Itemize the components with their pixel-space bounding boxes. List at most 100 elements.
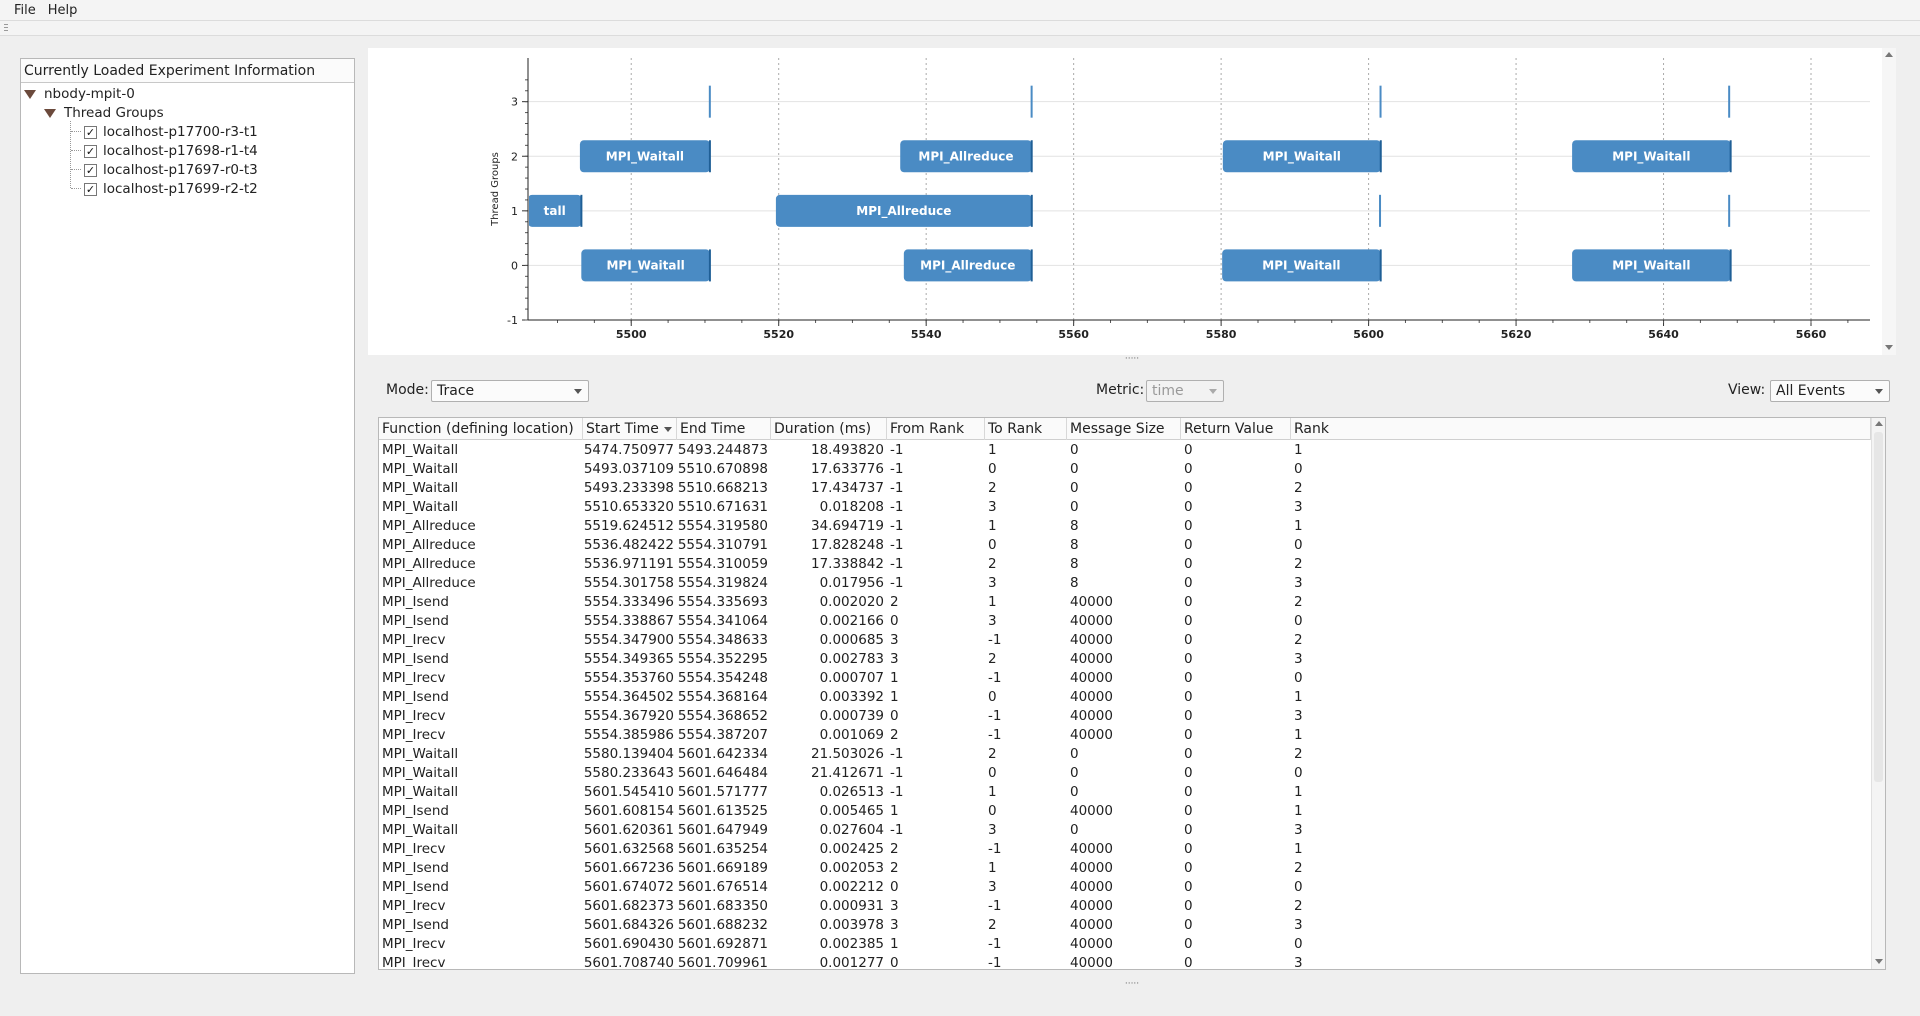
splitter-handle[interactable]: ····· xyxy=(1124,979,1140,989)
table-cell: 0 xyxy=(1184,632,1193,648)
event-bar[interactable] xyxy=(581,249,710,282)
table-row[interactable]: MPI_Isend 5601.667236 5601.669189 0.002053 2… xyxy=(379,859,1871,878)
table-row[interactable]: MPI_Isend 5554.333496 5554.335693 0.002020 2… xyxy=(379,593,1871,612)
table-cell: 3 xyxy=(1294,575,1303,591)
column-header[interactable]: End Time xyxy=(677,418,771,440)
tree-item-thread[interactable]: ✓ localhost-p17697-r0-t3 xyxy=(84,161,258,180)
menu-file[interactable]: File xyxy=(14,2,36,18)
timeline-chart-panel: -1 0 1 2 3 5500 5520 5540 5560 5580 5600 5620 5640 56… xyxy=(368,48,1896,355)
metric-select[interactable]: time xyxy=(1146,380,1224,402)
column-header[interactable]: From Rank xyxy=(887,418,985,440)
table-cell: 5601.683350 xyxy=(677,898,768,914)
table-row[interactable]: MPI_Isend 5554.338867 5554.341064 0.002166 0… xyxy=(379,612,1871,631)
scroll-thumb[interactable] xyxy=(1874,432,1883,782)
column-header[interactable]: Start Time xyxy=(583,418,677,440)
column-header-label: End Time xyxy=(680,421,746,437)
table-cell: 5601.642334 xyxy=(677,746,768,762)
table-row[interactable]: MPI_Waitall 5601.620361 5601.647949 0.02760… xyxy=(379,821,1871,840)
table-cell: MPI_Waitall xyxy=(382,480,459,496)
table-row[interactable]: MPI_Allreduce 5554.301758 5554.319824 0.017… xyxy=(379,574,1871,593)
table-row[interactable]: MPI_Allreduce 5536.482422 5554.310791 17.82… xyxy=(379,536,1871,555)
column-header[interactable]: Function (defining location) xyxy=(379,418,583,440)
tree-item-thread[interactable]: ✓ localhost-p17699-r2-t2 xyxy=(84,180,258,199)
table-row[interactable]: MPI_Irecv 5601.690430 5601.692871 0.002385 1… xyxy=(379,935,1871,954)
tree-item-thread[interactable]: ✓ localhost-p17700-r3-t1 xyxy=(84,123,258,142)
thread-checkbox[interactable]: ✓ xyxy=(84,126,97,139)
column-header[interactable]: Rank xyxy=(1291,418,1871,440)
table-row[interactable]: MPI_Irecv 5554.347900 5554.348633 0.000685 3… xyxy=(379,631,1871,650)
view-select[interactable]: All Events xyxy=(1770,380,1890,402)
expand-arrow-icon[interactable] xyxy=(44,109,56,118)
table-cell: 0.000931 xyxy=(819,898,884,914)
event-bar[interactable] xyxy=(1572,140,1731,173)
table-row[interactable]: MPI_Isend 5601.684326 5601.688232 0.003978 3… xyxy=(379,916,1871,935)
table-row[interactable]: MPI_Irecv 5601.708740 5601.709961 0.001277 0… xyxy=(379,954,1871,969)
table-cell: 34.694719 xyxy=(810,518,884,534)
thread-checkbox[interactable]: ✓ xyxy=(84,145,97,158)
tree-item-experiment[interactable]: nbody-mpit-0 xyxy=(24,85,135,104)
table-row[interactable]: MPI_Waitall 5493.233398 5510.668213 17.4347… xyxy=(379,479,1871,498)
table-cell: 0 xyxy=(1184,917,1193,933)
scroll-down-icon[interactable] xyxy=(1875,959,1883,964)
table-row[interactable]: MPI_Waitall 5493.037109 5510.670898 17.6337… xyxy=(379,460,1871,479)
mode-select[interactable]: Trace xyxy=(431,380,589,402)
tree-item-thread[interactable]: ✓ localhost-p17698-r1-t4 xyxy=(84,142,258,161)
thread-checkbox[interactable]: ✓ xyxy=(84,164,97,177)
table-cell: MPI_Irecv xyxy=(382,708,446,724)
timeline-chart[interactable]: -1 0 1 2 3 5500 5520 5540 5560 5580 5600 5620 5640 56… xyxy=(368,48,1882,355)
table-row[interactable]: MPI_Irecv 5554.367920 5554.368652 0.000739 0… xyxy=(379,707,1871,726)
sort-descending-icon[interactable] xyxy=(664,427,672,432)
tree-item-thread-groups[interactable]: Thread Groups xyxy=(44,104,164,123)
table-cell: 5601.667236 xyxy=(583,860,674,876)
table-cell: 0.002212 xyxy=(819,879,884,895)
event-bar[interactable] xyxy=(1222,140,1381,173)
table-row[interactable]: MPI_Isend 5601.674072 5601.676514 0.002212 0… xyxy=(379,878,1871,897)
scroll-down-icon[interactable] xyxy=(1885,345,1893,350)
tree-item-label: Thread Groups xyxy=(64,105,164,121)
table-cell: 5554.364502 xyxy=(583,689,674,705)
y-tick-label: 0 xyxy=(511,259,518,272)
tree-item-label: nbody-mpit-0 xyxy=(44,86,135,102)
table-cell: -1 xyxy=(988,898,1002,914)
column-header[interactable]: Duration (ms) xyxy=(771,418,887,440)
table-row[interactable]: MPI_Waitall 5474.750977 5493.244873 18.4938… xyxy=(379,441,1871,460)
table-row[interactable]: MPI_Isend 5554.364502 5554.368164 0.003392 1… xyxy=(379,688,1871,707)
event-bar[interactable] xyxy=(903,249,1032,282)
table-row[interactable]: MPI_Waitall 5601.545410 5601.571777 0.02651… xyxy=(379,783,1871,802)
chart-scrollbar[interactable] xyxy=(1882,48,1896,355)
table-row[interactable]: MPI_Irecv 5601.632568 5601.635254 0.002425 2… xyxy=(379,840,1871,859)
table-row[interactable]: MPI_Isend 5601.608154 5601.613525 0.005465 1… xyxy=(379,802,1871,821)
event-bar[interactable] xyxy=(579,140,710,173)
table-cell: -1 xyxy=(890,480,904,496)
thread-checkbox[interactable]: ✓ xyxy=(84,183,97,196)
table-row[interactable]: MPI_Waitall 5510.653320 5510.671631 0.01820… xyxy=(379,498,1871,517)
scroll-up-icon[interactable] xyxy=(1875,421,1883,426)
table-row[interactable]: MPI_Waitall 5580.233643 5601.646484 21.4126… xyxy=(379,764,1871,783)
expand-arrow-icon[interactable] xyxy=(24,90,36,99)
table-cell: 0 xyxy=(988,537,997,553)
table-row[interactable]: MPI_Allreduce 5536.971191 5554.310059 17.33… xyxy=(379,555,1871,574)
column-header[interactable]: To Rank xyxy=(985,418,1067,440)
y-axis-label: Thread Groups xyxy=(490,152,501,227)
event-bar[interactable] xyxy=(900,140,1032,173)
column-header[interactable]: Return Value xyxy=(1181,418,1291,440)
toolbar-handle-icon[interactable] xyxy=(4,24,8,33)
event-bar[interactable] xyxy=(1572,249,1731,282)
table-row[interactable]: MPI_Allreduce 5519.624512 5554.319580 34.69… xyxy=(379,517,1871,536)
table-cell: 0 xyxy=(988,765,997,781)
table-row[interactable]: MPI_Irecv 5554.385986 5554.387207 0.001069 2… xyxy=(379,726,1871,745)
menu-help[interactable]: Help xyxy=(47,2,78,18)
event-bar[interactable] xyxy=(528,194,582,227)
column-header[interactable]: Message Size xyxy=(1067,418,1181,440)
side-splitter-handle[interactable] xyxy=(362,494,366,534)
event-bar[interactable] xyxy=(1222,249,1381,282)
table-scrollbar[interactable] xyxy=(1871,418,1885,969)
splitter-handle[interactable]: ····· xyxy=(1124,354,1140,364)
table-row[interactable]: MPI_Irecv 5601.682373 5601.683350 0.000931 3… xyxy=(379,897,1871,916)
table-row[interactable]: MPI_Waitall 5580.139404 5601.642334 21.5030… xyxy=(379,745,1871,764)
scroll-up-icon[interactable] xyxy=(1885,52,1893,57)
event-bar[interactable] xyxy=(775,194,1032,227)
table-cell: 0 xyxy=(1184,518,1193,534)
table-row[interactable]: MPI_Isend 5554.349365 5554.352295 0.002783 3… xyxy=(379,650,1871,669)
table-row[interactable]: MPI_Irecv 5554.353760 5554.354248 0.000707 1… xyxy=(379,669,1871,688)
